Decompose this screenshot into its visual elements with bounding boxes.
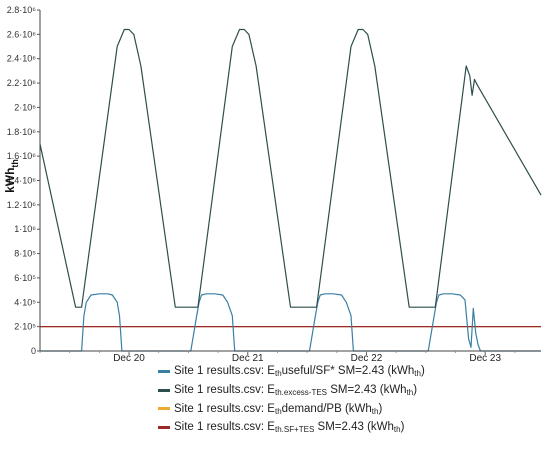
x-tick-label: Dec 23 bbox=[469, 353, 501, 364]
legend-entry: Site 1 results.csv: Eth.SF+TES SM=2.43 (… bbox=[158, 418, 548, 437]
series-line-0 bbox=[40, 293, 541, 352]
y-tick-label: 2.6·10⁶ bbox=[7, 29, 37, 39]
y-tick-label: 4·10⁵ bbox=[14, 297, 36, 307]
y-tick-label: 8·10⁵ bbox=[14, 249, 36, 259]
legend-label: Site 1 results.csv: Eth.excess-TES SM=2.… bbox=[174, 383, 418, 397]
series-line-1 bbox=[39, 28, 542, 308]
legend-label: Site 1 results.csv: Eth.SF+TES SM=2.43 (… bbox=[174, 421, 405, 435]
legend-entry: Site 1 results.csv: Eth.excess-TES SM=2.… bbox=[158, 381, 548, 400]
legend-swatch bbox=[158, 369, 170, 373]
legend-swatch bbox=[158, 407, 170, 411]
x-tick-label: Dec 21 bbox=[232, 353, 264, 364]
y-tick-label: 1.4·10⁶ bbox=[7, 176, 37, 186]
y-tick-label: 6·10⁵ bbox=[14, 273, 36, 283]
legend-swatch bbox=[158, 388, 170, 392]
legend-label: Site 1 results.csv: Ethuseful/SF* SM=2.4… bbox=[174, 365, 425, 378]
y-tick-label: 1.2·10⁶ bbox=[7, 200, 37, 210]
y-tick-label: 1.8·10⁶ bbox=[7, 127, 37, 137]
x-tick-label: Dec 22 bbox=[351, 353, 383, 364]
y-tick-label: 1·10⁶ bbox=[14, 224, 36, 234]
legend-entry: Site 1 results.csv: Ethdemand/PB (kWhth) bbox=[158, 400, 548, 419]
legend-label: Site 1 results.csv: Ethdemand/PB (kWhth) bbox=[174, 402, 383, 416]
y-tick-label: 2·10⁶ bbox=[14, 102, 36, 112]
y-tick-label: 2.2·10⁶ bbox=[7, 78, 37, 88]
y-tick-label: 2.8·10⁶ bbox=[7, 5, 37, 15]
y-tick-label: 0 bbox=[31, 346, 36, 356]
y-tick-label: 2·10⁵ bbox=[14, 322, 36, 332]
y-axis-label: kWhth bbox=[3, 159, 20, 193]
legend-entry: Site 1 results.csv: Ethuseful/SF* SM=2.4… bbox=[158, 362, 548, 381]
y-tick-label: 2.4·10⁶ bbox=[7, 54, 37, 64]
legend: Site 1 results.csv: Ethuseful/SF* SM=2.4… bbox=[158, 362, 548, 437]
y-tick-label: 1.6·10⁶ bbox=[7, 151, 37, 161]
x-tick-label: Dec 20 bbox=[113, 353, 145, 364]
legend-swatch bbox=[158, 426, 170, 430]
